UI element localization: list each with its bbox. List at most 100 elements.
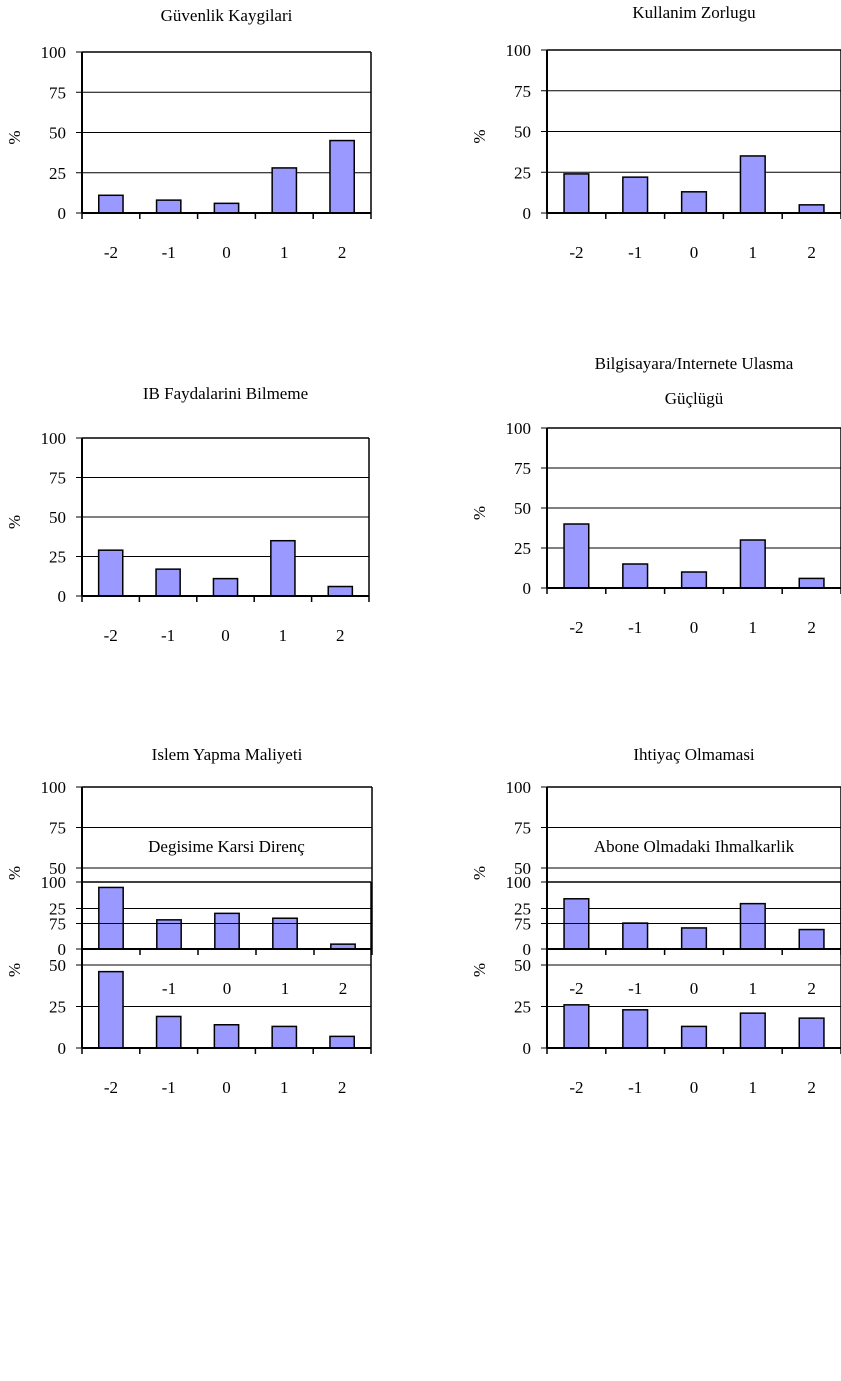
x-tick-label: 0 <box>690 1078 699 1097</box>
x-tick-label: -1 <box>162 1078 176 1097</box>
x-tick-label: -1 <box>628 979 642 998</box>
bar <box>739 1012 766 1049</box>
x-tick-label: 2 <box>339 979 348 998</box>
bar <box>798 204 825 214</box>
y-tick-label: 0 <box>58 587 67 606</box>
x-tick-label: -2 <box>104 626 118 645</box>
bar <box>155 568 181 597</box>
chart-title: Kullanim Zorlugu <box>632 3 756 22</box>
y-tick-label: 50 <box>49 508 66 527</box>
y-tick-label: 75 <box>514 819 531 838</box>
x-tick-label: -1 <box>162 243 176 262</box>
bar <box>622 922 649 950</box>
bar <box>798 577 825 589</box>
bar <box>680 1025 708 1049</box>
x-tick-label: 1 <box>749 618 758 637</box>
chart-title: Ihtiyaç Olmamasi <box>633 745 755 764</box>
chart-title: Abone Olmadaki Ihmalkarlik <box>594 837 795 856</box>
bar <box>214 912 240 950</box>
x-tick-label: 2 <box>807 979 816 998</box>
y-tick-label: 25 <box>514 163 531 182</box>
x-tick-label: 1 <box>749 243 758 262</box>
x-tick-label: -1 <box>162 979 176 998</box>
bar <box>680 927 708 950</box>
x-tick-label: 2 <box>807 1078 816 1097</box>
bar <box>212 577 239 597</box>
y-tick-label: 100 <box>41 778 67 797</box>
y-tick-label: 25 <box>49 900 66 919</box>
y-tick-label: 25 <box>49 998 66 1017</box>
y-tick-label: 0 <box>58 1039 67 1058</box>
bar <box>271 167 298 214</box>
bar <box>213 202 240 214</box>
y-tick-label: 0 <box>523 204 532 223</box>
y-axis-label: % <box>470 506 489 520</box>
bar <box>270 539 296 597</box>
x-tick-label: 2 <box>338 243 347 262</box>
x-tick-label: 1 <box>279 626 288 645</box>
bar <box>739 902 766 950</box>
chart-2: Kullanim Zorlugu 0 25 50 75 100 -2 -1 0 1 2% <box>470 3 841 262</box>
x-tick-label: 0 <box>222 1078 231 1097</box>
chart-title: Degisime Karsi Direnç <box>148 837 305 856</box>
chart-title: Bilgisayara/Internete Ulasma <box>595 354 794 373</box>
x-tick-label: -2 <box>569 618 583 637</box>
y-tick-label: 100 <box>41 43 67 62</box>
y-tick-label: 25 <box>49 548 66 567</box>
x-tick-label: -1 <box>161 626 175 645</box>
y-tick-label: 50 <box>514 123 531 142</box>
x-tick-label: -1 <box>628 618 642 637</box>
bar <box>798 928 825 950</box>
y-tick-label: 0 <box>523 1039 532 1058</box>
y-tick-label: 75 <box>49 819 66 838</box>
bar <box>563 523 590 589</box>
y-tick-label: 25 <box>514 998 531 1017</box>
x-tick-label: 0 <box>690 979 699 998</box>
x-tick-label: 2 <box>807 243 816 262</box>
y-tick-label: 0 <box>523 579 532 598</box>
y-axis-label: % <box>470 866 489 880</box>
bar <box>563 173 590 214</box>
bar <box>622 1009 649 1049</box>
chart-title: Islem Yapma Maliyeti <box>152 745 303 764</box>
y-tick-label: 0 <box>58 940 67 959</box>
bar <box>622 176 649 214</box>
bar <box>798 1017 825 1049</box>
y-tick-label: 100 <box>506 873 532 892</box>
x-tick-label: 0 <box>222 243 231 262</box>
x-tick-label: -2 <box>104 1078 118 1097</box>
y-tick-label: 75 <box>514 459 531 478</box>
x-tick-label: 2 <box>336 626 345 645</box>
y-tick-label: 25 <box>514 900 531 919</box>
y-tick-label: 25 <box>514 539 531 558</box>
bar <box>327 585 354 597</box>
y-tick-label: 75 <box>49 469 66 488</box>
x-tick-label: 0 <box>690 243 699 262</box>
y-tick-label: 0 <box>58 204 67 223</box>
chart-title: Güvenlik Kaygilari <box>161 6 293 25</box>
y-tick-label: 50 <box>514 499 531 518</box>
bar <box>97 549 124 597</box>
y-tick-label: 25 <box>49 164 66 183</box>
x-tick-label: -2 <box>569 1078 583 1097</box>
x-tick-label: 0 <box>690 618 699 637</box>
chart-title: IB Faydalarini Bilmeme <box>143 384 308 403</box>
x-tick-label: 1 <box>749 979 758 998</box>
bar <box>739 539 766 589</box>
x-tick-label: 1 <box>749 1078 758 1097</box>
y-tick-label: 75 <box>514 915 531 934</box>
y-tick-label: 100 <box>41 429 67 448</box>
bar <box>155 199 182 214</box>
bar <box>329 139 355 214</box>
chart-title: Güçlügü <box>665 389 724 408</box>
y-tick-label: 75 <box>514 82 531 101</box>
x-tick-label: -2 <box>104 243 118 262</box>
x-tick-label: -2 <box>569 979 583 998</box>
bar <box>271 1025 298 1049</box>
x-tick-label: 1 <box>280 243 289 262</box>
bar <box>329 1035 355 1049</box>
bar <box>739 155 766 214</box>
bar <box>680 571 708 589</box>
